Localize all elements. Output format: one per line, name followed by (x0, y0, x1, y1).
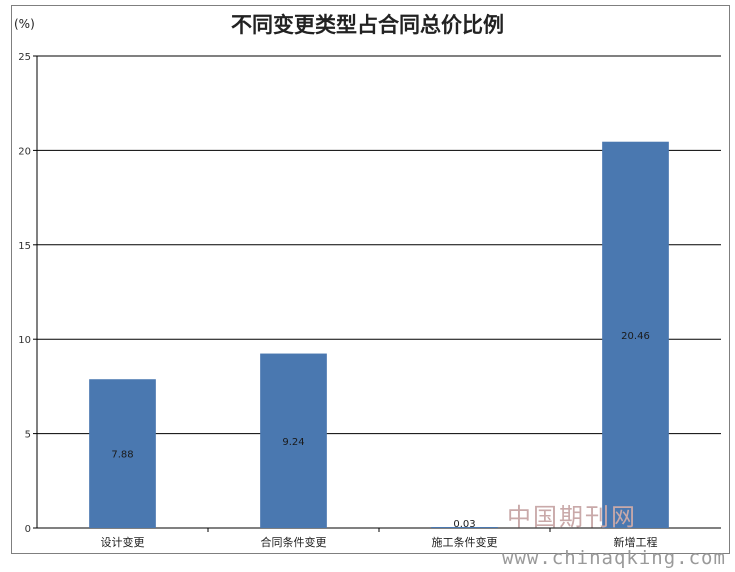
y-tick-label: 10 (18, 335, 31, 346)
y-axis-unit: (%) (14, 17, 35, 31)
bars (89, 141, 669, 528)
x-tick-label: 设计变更 (101, 535, 145, 549)
y-tick-label: 25 (18, 52, 31, 63)
y-tick-label: 0 (25, 524, 31, 535)
y-tick-label: 20 (18, 146, 31, 157)
bar (260, 353, 327, 528)
x-axis-ticks: 设计变更 合同条件变更 施工条件变更 新增工程 (101, 528, 658, 549)
x-tick-label: 新增工程 (614, 535, 658, 549)
watermark-chinese: 中国期刊网 (507, 503, 637, 531)
x-tick-label: 合同条件变更 (261, 535, 327, 549)
bar (602, 141, 669, 528)
bar (89, 379, 156, 528)
bar-value-label: 7.88 (111, 450, 133, 461)
bar-value-labels: 7.88 9.24 0.03 20.46 (111, 331, 649, 530)
bar (431, 527, 498, 528)
y-tick-label: 15 (18, 241, 31, 252)
y-axis-ticks: 0 5 10 15 20 25 (18, 52, 31, 535)
bar-value-label: 0.03 (453, 519, 475, 530)
bar-value-label: 20.46 (621, 331, 650, 342)
chart-title: 不同变更类型占合同总价比例 (231, 12, 504, 37)
chart-frame (11, 5, 730, 554)
x-tick-label: 施工条件变更 (432, 535, 498, 549)
y-tick-label: 5 (25, 430, 31, 441)
watermark-url: www.chinaqking.com (502, 547, 726, 569)
bar-value-label: 9.24 (282, 437, 304, 448)
